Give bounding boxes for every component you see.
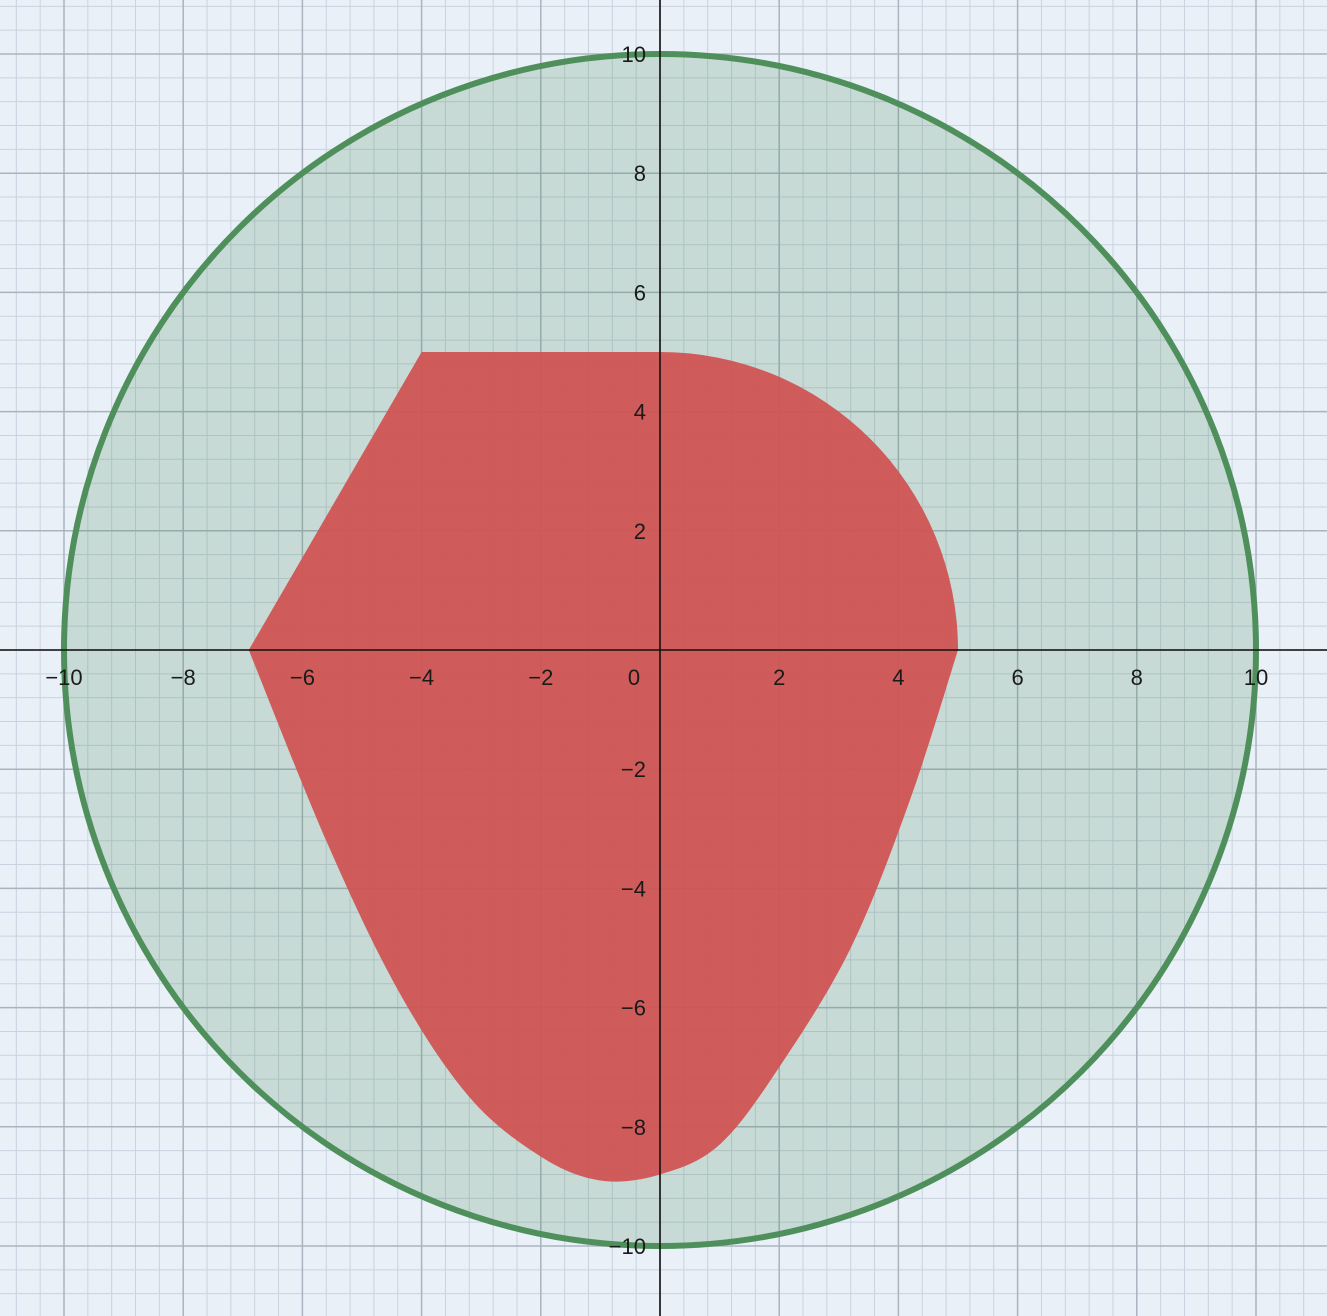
y-tick-label: 4 — [634, 400, 646, 425]
x-tick-label: −2 — [528, 665, 553, 690]
x-tick-label: −10 — [45, 665, 82, 690]
x-tick-label: −8 — [171, 665, 196, 690]
y-tick-label: 8 — [634, 161, 646, 186]
y-tick-label: −2 — [621, 757, 646, 782]
y-tick-label: −8 — [621, 1115, 646, 1140]
x-tick-label: 10 — [1244, 665, 1268, 690]
y-tick-label: 6 — [634, 280, 646, 305]
x-tick-labels: −10 −8 −6 −4 −2 0 2 4 6 8 10 — [45, 665, 1268, 690]
x-tick-label: 4 — [892, 665, 904, 690]
x-tick-label: −6 — [290, 665, 315, 690]
x-tick-label: 0 — [628, 665, 640, 690]
x-tick-label: 6 — [1011, 665, 1023, 690]
y-tick-label: 10 — [622, 42, 646, 67]
y-tick-labels: 10 8 6 4 2 −2 −4 −6 −8 −10 — [609, 42, 646, 1259]
y-tick-label: 2 — [634, 519, 646, 544]
x-tick-label: −4 — [409, 665, 434, 690]
shaded-region — [248, 352, 958, 1182]
y-tick-label: −6 — [621, 996, 646, 1021]
y-tick-label: −10 — [609, 1234, 646, 1259]
x-tick-label: 8 — [1131, 665, 1143, 690]
x-tick-label: 2 — [773, 665, 785, 690]
y-tick-label: −4 — [621, 876, 646, 901]
